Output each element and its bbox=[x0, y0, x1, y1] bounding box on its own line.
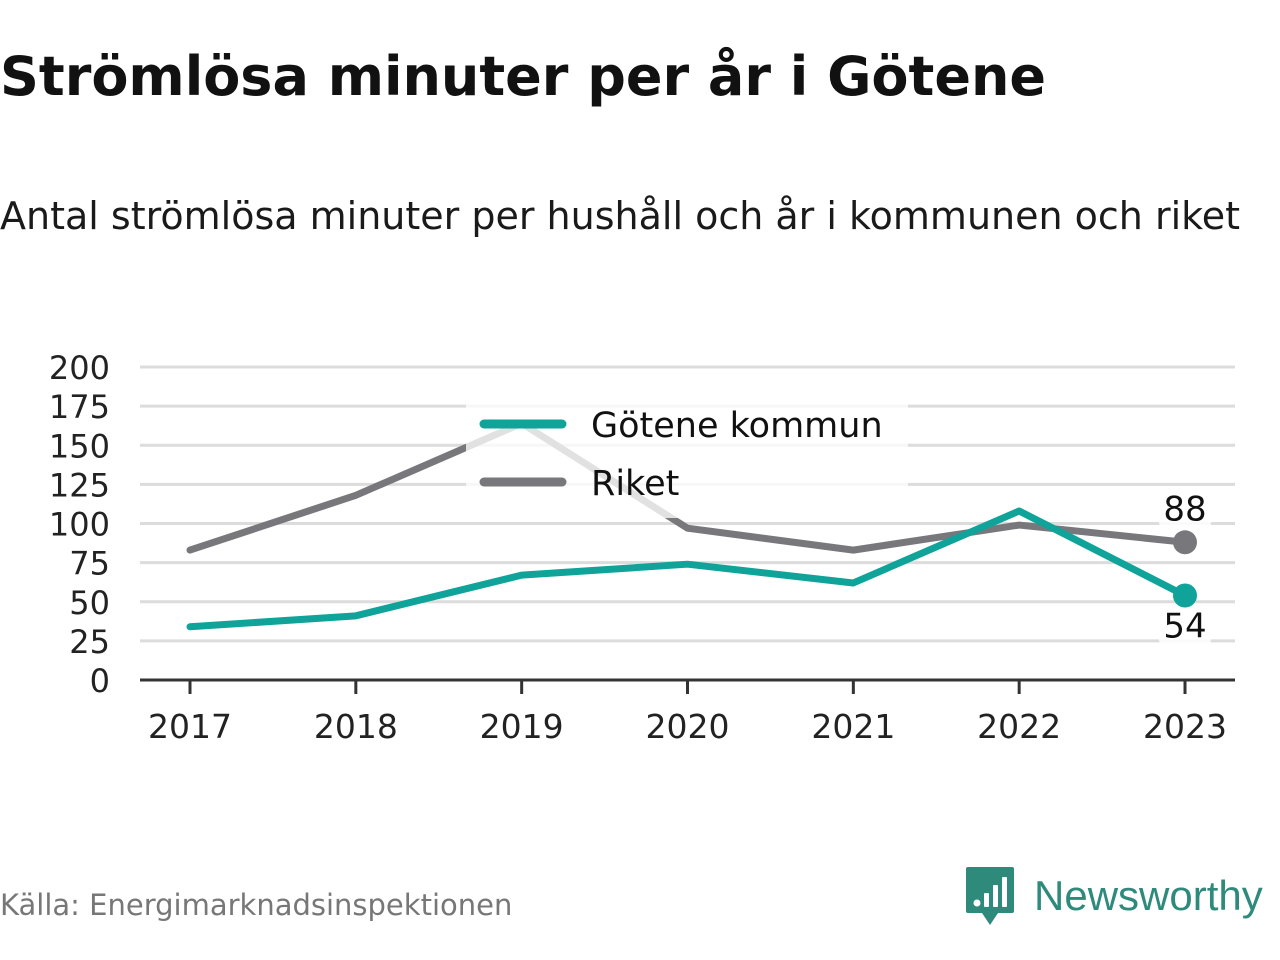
legend: Götene kommun Riket bbox=[466, 402, 908, 518]
legend-label: Götene kommun bbox=[591, 406, 883, 446]
source-note: Källa: Energimarknadsinspektionen bbox=[0, 888, 513, 922]
chart-title: Strömlösa minuter per år i Götene bbox=[0, 45, 1047, 108]
legend-label: Riket bbox=[591, 464, 679, 504]
y-tick-label: 75 bbox=[69, 545, 110, 583]
x-tick-label: 2022 bbox=[977, 707, 1061, 746]
chart-subtitle: Antal strömlösa minuter per hushåll och … bbox=[0, 194, 1241, 238]
end-marker-gotene bbox=[1173, 583, 1197, 608]
y-tick-label: 0 bbox=[90, 662, 110, 700]
x-tick-label: 2019 bbox=[480, 707, 564, 746]
end-label-background bbox=[1159, 607, 1211, 646]
y-tick-label: 200 bbox=[49, 349, 110, 387]
x-tick-label: 2020 bbox=[646, 707, 730, 746]
x-tick-label: 2023 bbox=[1143, 707, 1227, 746]
y-tick-label: 175 bbox=[49, 388, 110, 426]
series-line-riket bbox=[186, 419, 1189, 554]
brand-logo: Newsworthy bbox=[964, 864, 1263, 928]
brand-name: Newsworthy bbox=[1034, 872, 1263, 919]
y-tick-label: 25 bbox=[69, 623, 110, 661]
y-tick-label: 150 bbox=[49, 427, 110, 465]
y-tick-label: 50 bbox=[69, 584, 110, 622]
end-label: 54 bbox=[1163, 606, 1206, 646]
x-tick-label: 2018 bbox=[314, 707, 398, 746]
x-tick-label: 2021 bbox=[811, 707, 895, 746]
end-label-background bbox=[1159, 490, 1211, 529]
end-label: 88 bbox=[1163, 489, 1206, 529]
series-line-gotene bbox=[186, 507, 1189, 631]
y-tick-label: 100 bbox=[49, 506, 110, 544]
end-marker-riket bbox=[1173, 530, 1197, 555]
y-tick-label: 125 bbox=[49, 466, 110, 504]
x-tick-label: 2017 bbox=[148, 707, 232, 746]
newsworthy-logo-icon bbox=[966, 867, 1014, 925]
